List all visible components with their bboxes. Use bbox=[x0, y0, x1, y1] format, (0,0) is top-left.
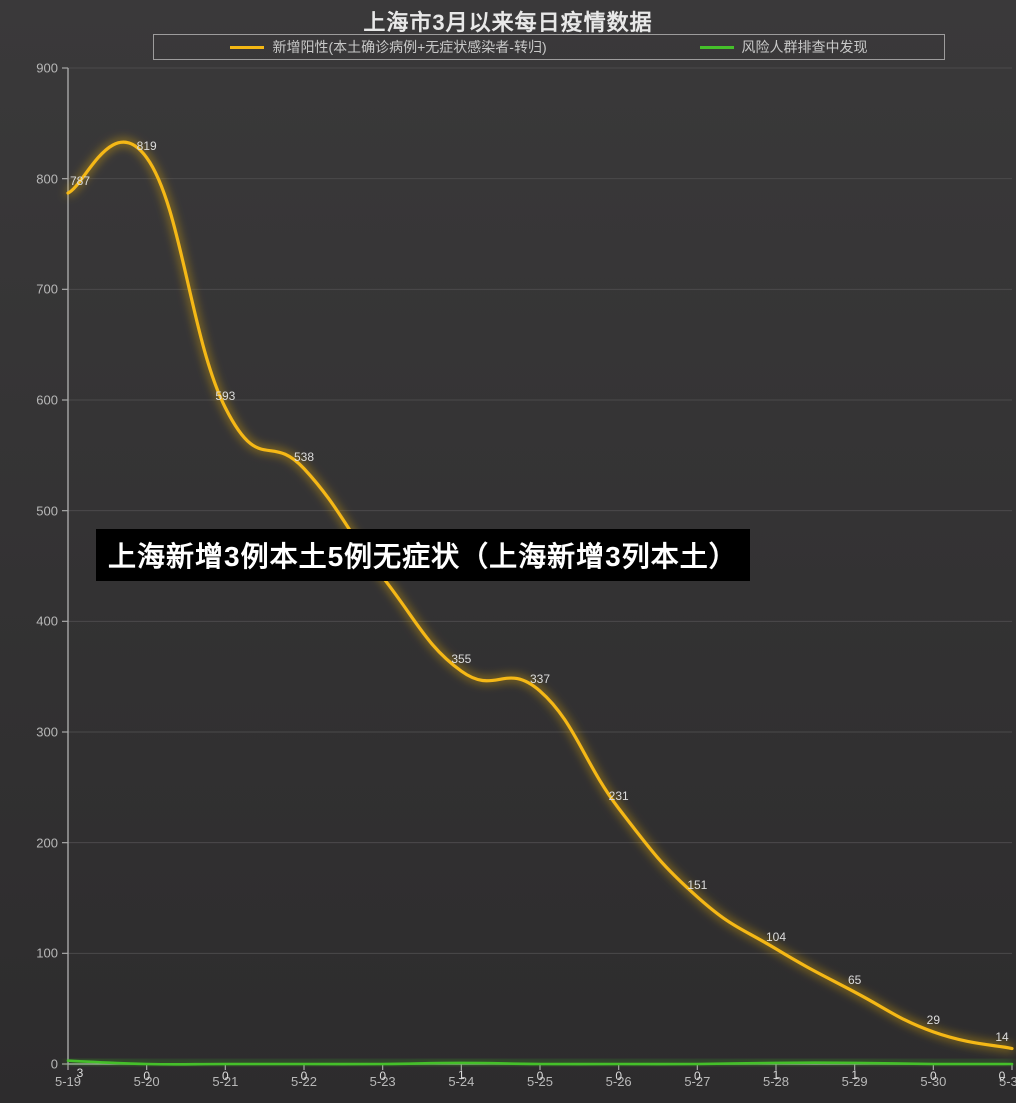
data-point-label: 1 bbox=[458, 1068, 465, 1082]
y-tick-label: 600 bbox=[18, 393, 58, 408]
x-tick-label: 5-19 bbox=[43, 1074, 93, 1089]
y-tick-label: 0 bbox=[18, 1057, 58, 1072]
data-point-label: 0 bbox=[615, 1069, 622, 1083]
data-point-label: 355 bbox=[451, 652, 471, 666]
data-point-label: 787 bbox=[70, 174, 90, 188]
data-point-label: 0 bbox=[301, 1069, 308, 1083]
data-point-label: 593 bbox=[215, 389, 235, 403]
data-point-label: 1 bbox=[773, 1068, 780, 1082]
data-point-label: 3 bbox=[77, 1066, 84, 1080]
y-tick-label: 700 bbox=[18, 282, 58, 297]
chart-root: 上海市3月以来每日疫情数据 新增阳性(本土确诊病例+无症状感染者-转归) 风险人群… bbox=[0, 0, 1016, 1103]
data-point-label: 819 bbox=[137, 139, 157, 153]
y-tick-label: 400 bbox=[18, 614, 58, 629]
data-point-label: 151 bbox=[687, 878, 707, 892]
data-point-label: 337 bbox=[530, 672, 550, 686]
y-tick-label: 200 bbox=[18, 835, 58, 850]
legend-swatch bbox=[700, 46, 734, 49]
legend-entry: 风险人群排查中发现 bbox=[700, 37, 868, 57]
y-tick-label: 100 bbox=[18, 946, 58, 961]
y-tick-label: 800 bbox=[18, 171, 58, 186]
legend-entry: 新增阳性(本土确诊病例+无症状感染者-转归) bbox=[230, 37, 546, 57]
y-tick-label: 900 bbox=[18, 61, 58, 76]
data-point-label: 65 bbox=[848, 973, 861, 987]
legend-label: 风险人群排查中发现 bbox=[742, 37, 868, 57]
data-point-label: 0 bbox=[999, 1069, 1006, 1083]
chart-title: 上海市3月以来每日疫情数据 bbox=[0, 5, 1016, 37]
data-point-label: 231 bbox=[609, 789, 629, 803]
data-point-label: 0 bbox=[930, 1069, 937, 1083]
data-point-label: 538 bbox=[294, 450, 314, 464]
data-point-label: 1 bbox=[851, 1068, 858, 1082]
data-point-label: 0 bbox=[222, 1069, 229, 1083]
data-point-label: 0 bbox=[694, 1069, 701, 1083]
data-point-label: 0 bbox=[143, 1069, 150, 1083]
legend-swatch bbox=[230, 46, 264, 49]
data-point-label: 14 bbox=[995, 1030, 1008, 1044]
data-point-label: 0 bbox=[537, 1069, 544, 1083]
legend-box: 新增阳性(本土确诊病例+无症状感染者-转归) 风险人群排查中发现 bbox=[153, 34, 945, 60]
data-point-label: 29 bbox=[927, 1013, 940, 1027]
overlay-banner: 上海新增3例本土5例无症状（上海新增3列本土） bbox=[96, 529, 750, 581]
y-tick-label: 500 bbox=[18, 503, 58, 518]
legend-label: 新增阳性(本土确诊病例+无症状感染者-转归) bbox=[272, 37, 546, 57]
data-point-label: 104 bbox=[766, 930, 786, 944]
data-point-label: 0 bbox=[379, 1069, 386, 1083]
y-tick-label: 300 bbox=[18, 725, 58, 740]
